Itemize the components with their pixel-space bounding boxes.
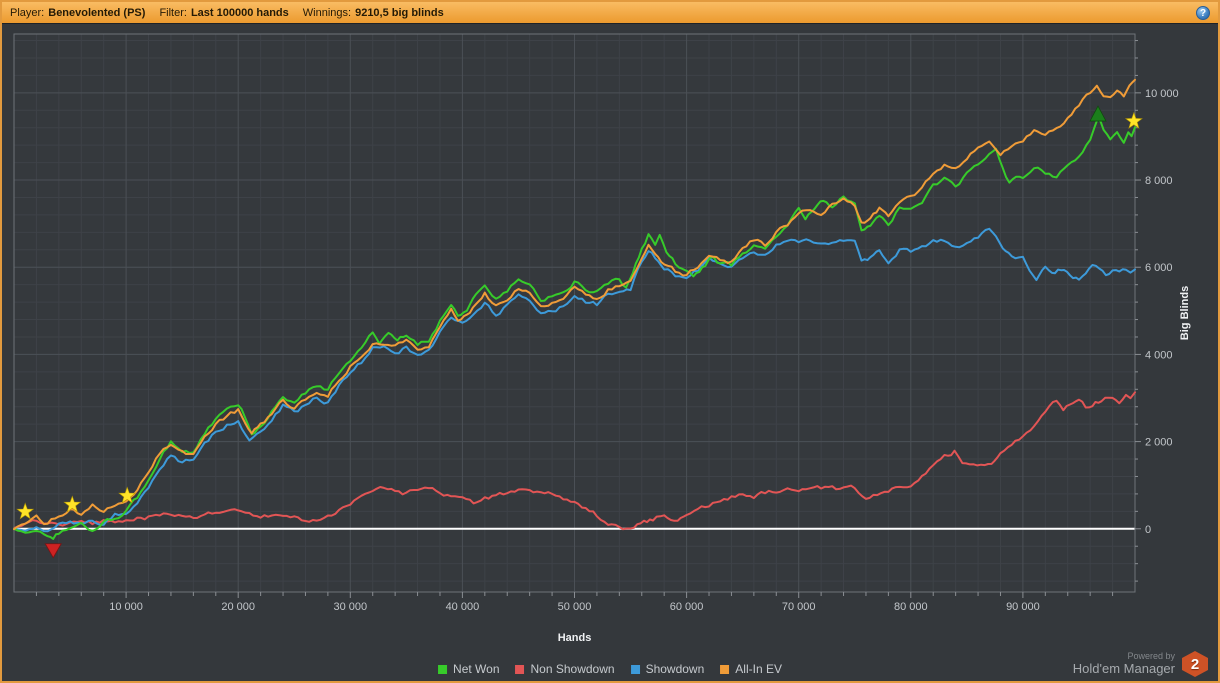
x-tick-label: 90 000	[1006, 601, 1040, 613]
filter-label: Filter:	[159, 6, 187, 19]
x-axis-title: Hands	[558, 632, 592, 644]
legend-swatch	[515, 664, 525, 674]
y-tick-label: 4 000	[1145, 349, 1173, 361]
player-label: Player:	[10, 6, 45, 19]
x-tick-label: 30 000	[333, 601, 367, 613]
triangle-down-marker	[44, 543, 62, 559]
x-tick-label: 50 000	[558, 601, 592, 613]
hm2-badge-icon: 2	[1182, 651, 1208, 677]
y-tick-label: 8 000	[1145, 175, 1173, 187]
brand-name: Hold'em Manager	[1072, 660, 1175, 676]
legend-label: Showdown	[645, 662, 705, 676]
legend-item-non-showdown: Non Showdown	[515, 662, 615, 676]
brand-text: Powered by Hold'em Manager	[1072, 650, 1175, 676]
legend-label: All-In EV	[735, 662, 782, 676]
chart-legend: Net Won Non Showdown Showdown All-In EV	[438, 662, 782, 676]
player-value: Benevolented (PS)	[48, 6, 146, 19]
winnings-chart: 10 000 20 000 30 000 40 000 50 000 60 000 70 0…	[13, 33, 1191, 644]
x-tick-label: 80 000	[894, 601, 928, 613]
x-tick-label: 40 000	[446, 601, 480, 613]
series-line-net-won	[13, 116, 1136, 540]
winnings-info: Winnings: 9210,5 big blinds	[303, 7, 444, 19]
legend-label: Net Won	[453, 662, 500, 676]
filter-value: Last 100000 hands	[190, 6, 289, 19]
hm2-logo: Powered by Hold'em Manager 2	[1073, 651, 1208, 677]
powered-by-text: Powered by	[1127, 650, 1175, 661]
y-tick-label: 10 000	[1145, 88, 1179, 100]
star-marker	[1124, 111, 1143, 129]
x-tick-label: 60 000	[670, 601, 704, 613]
winnings-value: 9210,5 big blinds	[355, 6, 444, 19]
help-icon[interactable]: ?	[1196, 5, 1210, 20]
legend-swatch	[438, 664, 448, 674]
triangle-up-marker	[1089, 105, 1107, 122]
legend-item-all-in-ev: All-In EV	[720, 662, 782, 676]
y-tick-label: 0	[1145, 524, 1151, 536]
winnings-label: Winnings:	[302, 6, 352, 19]
star-marker	[16, 502, 35, 520]
player-info: Player: Benevolented (PS)	[10, 7, 145, 19]
x-tick-label: 20 000	[221, 601, 255, 613]
y-tick-label: 6 000	[1145, 262, 1173, 274]
y-tick-label: 2 000	[1145, 437, 1173, 449]
y-axis-title: Big Blinds	[1179, 286, 1191, 340]
legend-item-net-won: Net Won	[438, 662, 500, 676]
star-marker	[63, 495, 82, 513]
filter-info: Filter: Last 100000 hands	[159, 7, 288, 19]
series-line-showdown	[13, 227, 1136, 533]
x-tick-label: 70 000	[782, 601, 816, 613]
header-bar: Player: Benevolented (PS) Filter: Last 1…	[2, 2, 1218, 23]
legend-item-showdown: Showdown	[630, 662, 705, 676]
legend-swatch	[630, 664, 640, 674]
series-line-non-showdown	[13, 391, 1136, 531]
legend-label: Non Showdown	[530, 662, 615, 676]
legend-swatch	[720, 664, 730, 674]
star-marker	[118, 486, 137, 504]
series-line-all-in-ev	[13, 78, 1136, 531]
x-tick-label: 10 000	[109, 601, 143, 613]
